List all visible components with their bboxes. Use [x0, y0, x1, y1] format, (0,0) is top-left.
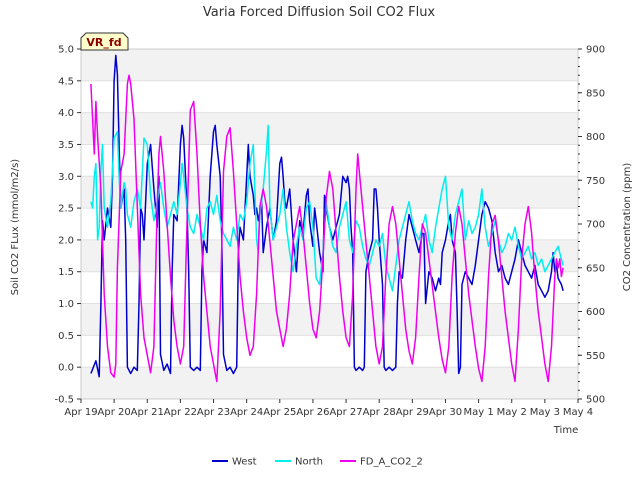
x-axis-tick-label: Apr 27 [329, 407, 362, 418]
right-axis-tick-label: 500 [586, 395, 605, 406]
legend: West North FD_A_CO2_2 [212, 457, 423, 468]
x-axis-tick-label: Apr 28 [363, 407, 396, 418]
legend-label: West [232, 457, 257, 468]
background-band [81, 49, 578, 81]
left-axis-tick-label: 2.0 [58, 235, 74, 246]
left-axis-tick-label: 3.0 [58, 172, 74, 183]
site-badge-label: VR_fd [86, 36, 121, 49]
site-badge: VR_fd [80, 32, 129, 51]
left-axis-tick-label: 5.0 [58, 45, 74, 56]
x-axis-tick-label: Apr 24 [230, 407, 263, 418]
chart-title: Varia Forced Diffusion Soil CO2 Flux [203, 5, 436, 20]
legend-label: North [295, 457, 323, 468]
left-axis-tick-label: -0.5 [54, 395, 74, 406]
left-axis-tick-label: 1.0 [58, 299, 74, 310]
right-axis-tick-label: 650 [586, 263, 605, 274]
right-axis-tick-label: 600 [586, 307, 605, 318]
x-axis-tick-label: May 4 [563, 407, 593, 418]
right-axis-tick-label: 550 [586, 351, 605, 362]
x-axis-tick-label: May 3 [530, 407, 560, 418]
left-axis-tick-label: 0.5 [58, 331, 74, 342]
background-band [81, 112, 578, 145]
left-axis-title: Soil CO2 FLux (mmol/m2/s) [10, 159, 21, 296]
right-axis-tick-label: 700 [586, 220, 605, 231]
left-axis-tick-label: 4.5 [58, 76, 74, 87]
x-axis-tick-label: Apr 25 [263, 407, 296, 418]
series-line-fd-a-co2-2 [90, 74, 564, 383]
right-axis-tick-label: 750 [586, 176, 605, 187]
x-axis-title: Time [553, 425, 578, 436]
plot-background-bands [81, 49, 578, 399]
right-axis-title: CO2 Concentration (ppm) [622, 163, 633, 292]
background-band [81, 303, 578, 336]
site-badge-box [80, 32, 129, 51]
left-axis-tick-label: 2.5 [58, 204, 74, 215]
x-axis: Apr 19 Apr 20 Apr 21 Apr 22 Apr 23 Apr 24 Apr … [64, 399, 593, 418]
right-axis-tick-label: 850 [586, 88, 605, 99]
x-axis-tick-label: Apr 29 [396, 407, 429, 418]
right-axis-tick-label: 900 [586, 45, 605, 56]
left-axis: -0.5 0.0 0.5 1.0 1.5 2.0 2.5 3.0 3.5 4.0 4.5 5.0 [54, 45, 81, 406]
series-layer [90, 54, 564, 383]
right-axis: 500 550 600 650 700 750 800 850 900 [578, 45, 605, 406]
x-axis-tick-label: Apr 23 [197, 407, 230, 418]
legend-label: FD_A_CO2_2 [360, 457, 423, 468]
x-axis-tick-label: Apr 22 [164, 407, 197, 418]
x-axis-tick-label: May 1 [463, 407, 493, 418]
x-axis-tick-label: Apr 19 [64, 407, 97, 418]
x-axis-tick-label: Apr 30 [429, 407, 462, 418]
left-axis-tick-label: 4.0 [58, 108, 74, 119]
left-axis-tick-label: 3.5 [58, 140, 74, 151]
x-axis-tick-label: May 2 [497, 407, 527, 418]
x-axis-tick-label: Apr 20 [98, 407, 131, 418]
left-axis-tick-label: 0.0 [58, 363, 74, 374]
series-line-west [90, 54, 564, 378]
series-line-north [90, 124, 564, 292]
right-axis-tick-label: 800 [586, 132, 605, 143]
left-axis-tick-label: 1.5 [58, 267, 74, 278]
x-axis-tick-label: Apr 21 [131, 407, 164, 418]
x-axis-tick-label: Apr 26 [296, 407, 329, 418]
background-band [81, 367, 578, 399]
